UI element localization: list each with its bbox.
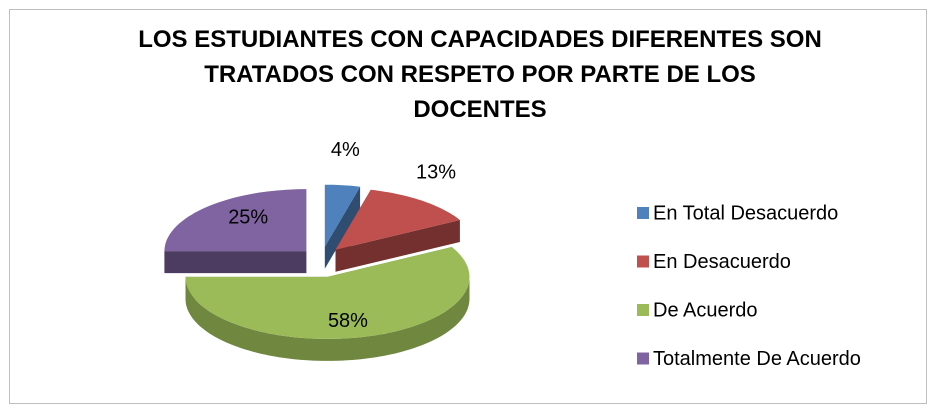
legend-swatch [637,255,649,268]
legend-swatch [637,304,649,316]
legend-label: En Total Desacuerdo [653,202,838,224]
legend-swatch [637,352,649,365]
data-label: 4% [331,139,360,161]
slice-wall [335,220,460,272]
legend-swatch [637,207,649,219]
data-label: 58% [328,310,368,332]
slice [324,184,361,247]
slice-wall [164,251,307,274]
data-label: 25% [228,207,268,229]
data-label: 13% [416,161,456,183]
slice-side [185,276,470,361]
legend-label: De Acuerdo [653,299,758,321]
legend-label: Totalmente De Acuerdo [653,348,861,370]
chart-title: LOS ESTUDIANTES CON CAPACIDADES DIFERENT… [138,26,822,123]
chart-frame [9,9,927,404]
slice [335,189,460,250]
legend-label: En Desacuerdo [653,251,791,273]
slice [185,247,470,339]
slice-wall [324,186,361,269]
slice [164,189,307,252]
